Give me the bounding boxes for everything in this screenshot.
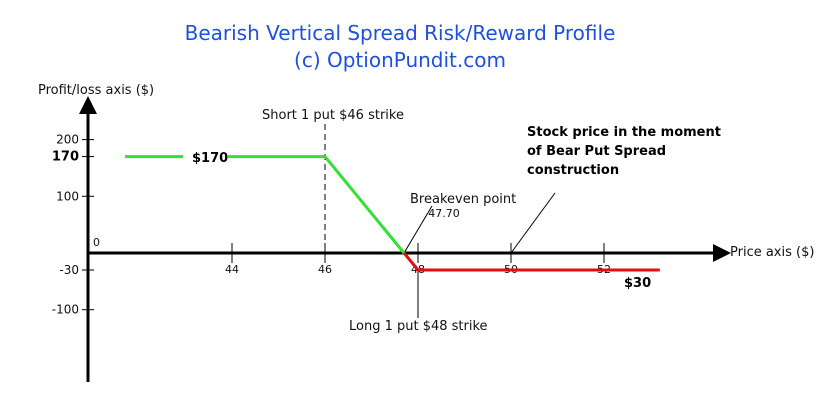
stock-price-pointer — [510, 192, 556, 254]
breakeven-value: 47.70 — [428, 207, 460, 220]
max-profit-label: $170 — [192, 151, 228, 166]
y-tick-label: -100 — [52, 303, 79, 317]
stock-price-annotation-line3: construction — [527, 163, 619, 178]
chart-subtitle: (c) OptionPundit.com — [294, 48, 506, 72]
stock-price-annotation-line2: of Bear Put Spread — [527, 144, 666, 159]
y-tick-label: -30 — [59, 263, 79, 277]
y-tick-label: 170 — [52, 150, 79, 165]
x-axis-label: Price axis ($) — [730, 245, 814, 260]
stock-price-annotation-line1: Stock price in the moment — [527, 125, 721, 140]
loss-line — [402, 252, 660, 272]
breakeven-pointer — [403, 205, 433, 254]
guide-lines — [324, 124, 556, 318]
profit-line — [125, 155, 406, 254]
y-tick-label: 200 — [56, 133, 79, 147]
x-tick-label: 44 — [225, 263, 239, 276]
long-put-annotation: Long 1 put $48 strike — [349, 319, 488, 334]
y-axis-label: Profit/loss axis ($) — [38, 83, 154, 98]
max-loss-label: $30 — [624, 276, 651, 291]
payoff-lines — [125, 150, 660, 272]
x-tick-label: 46 — [318, 263, 332, 276]
short-put-annotation: Short 1 put $46 strike — [262, 108, 404, 123]
breakeven-annotation: Breakeven point — [410, 192, 516, 207]
origin-label: 0 — [93, 236, 100, 249]
chart-title: Bearish Vertical Spread Risk/Reward Prof… — [185, 21, 616, 45]
max-profit-label-gap — [183, 150, 228, 163]
y-tick-label: 100 — [56, 189, 79, 203]
